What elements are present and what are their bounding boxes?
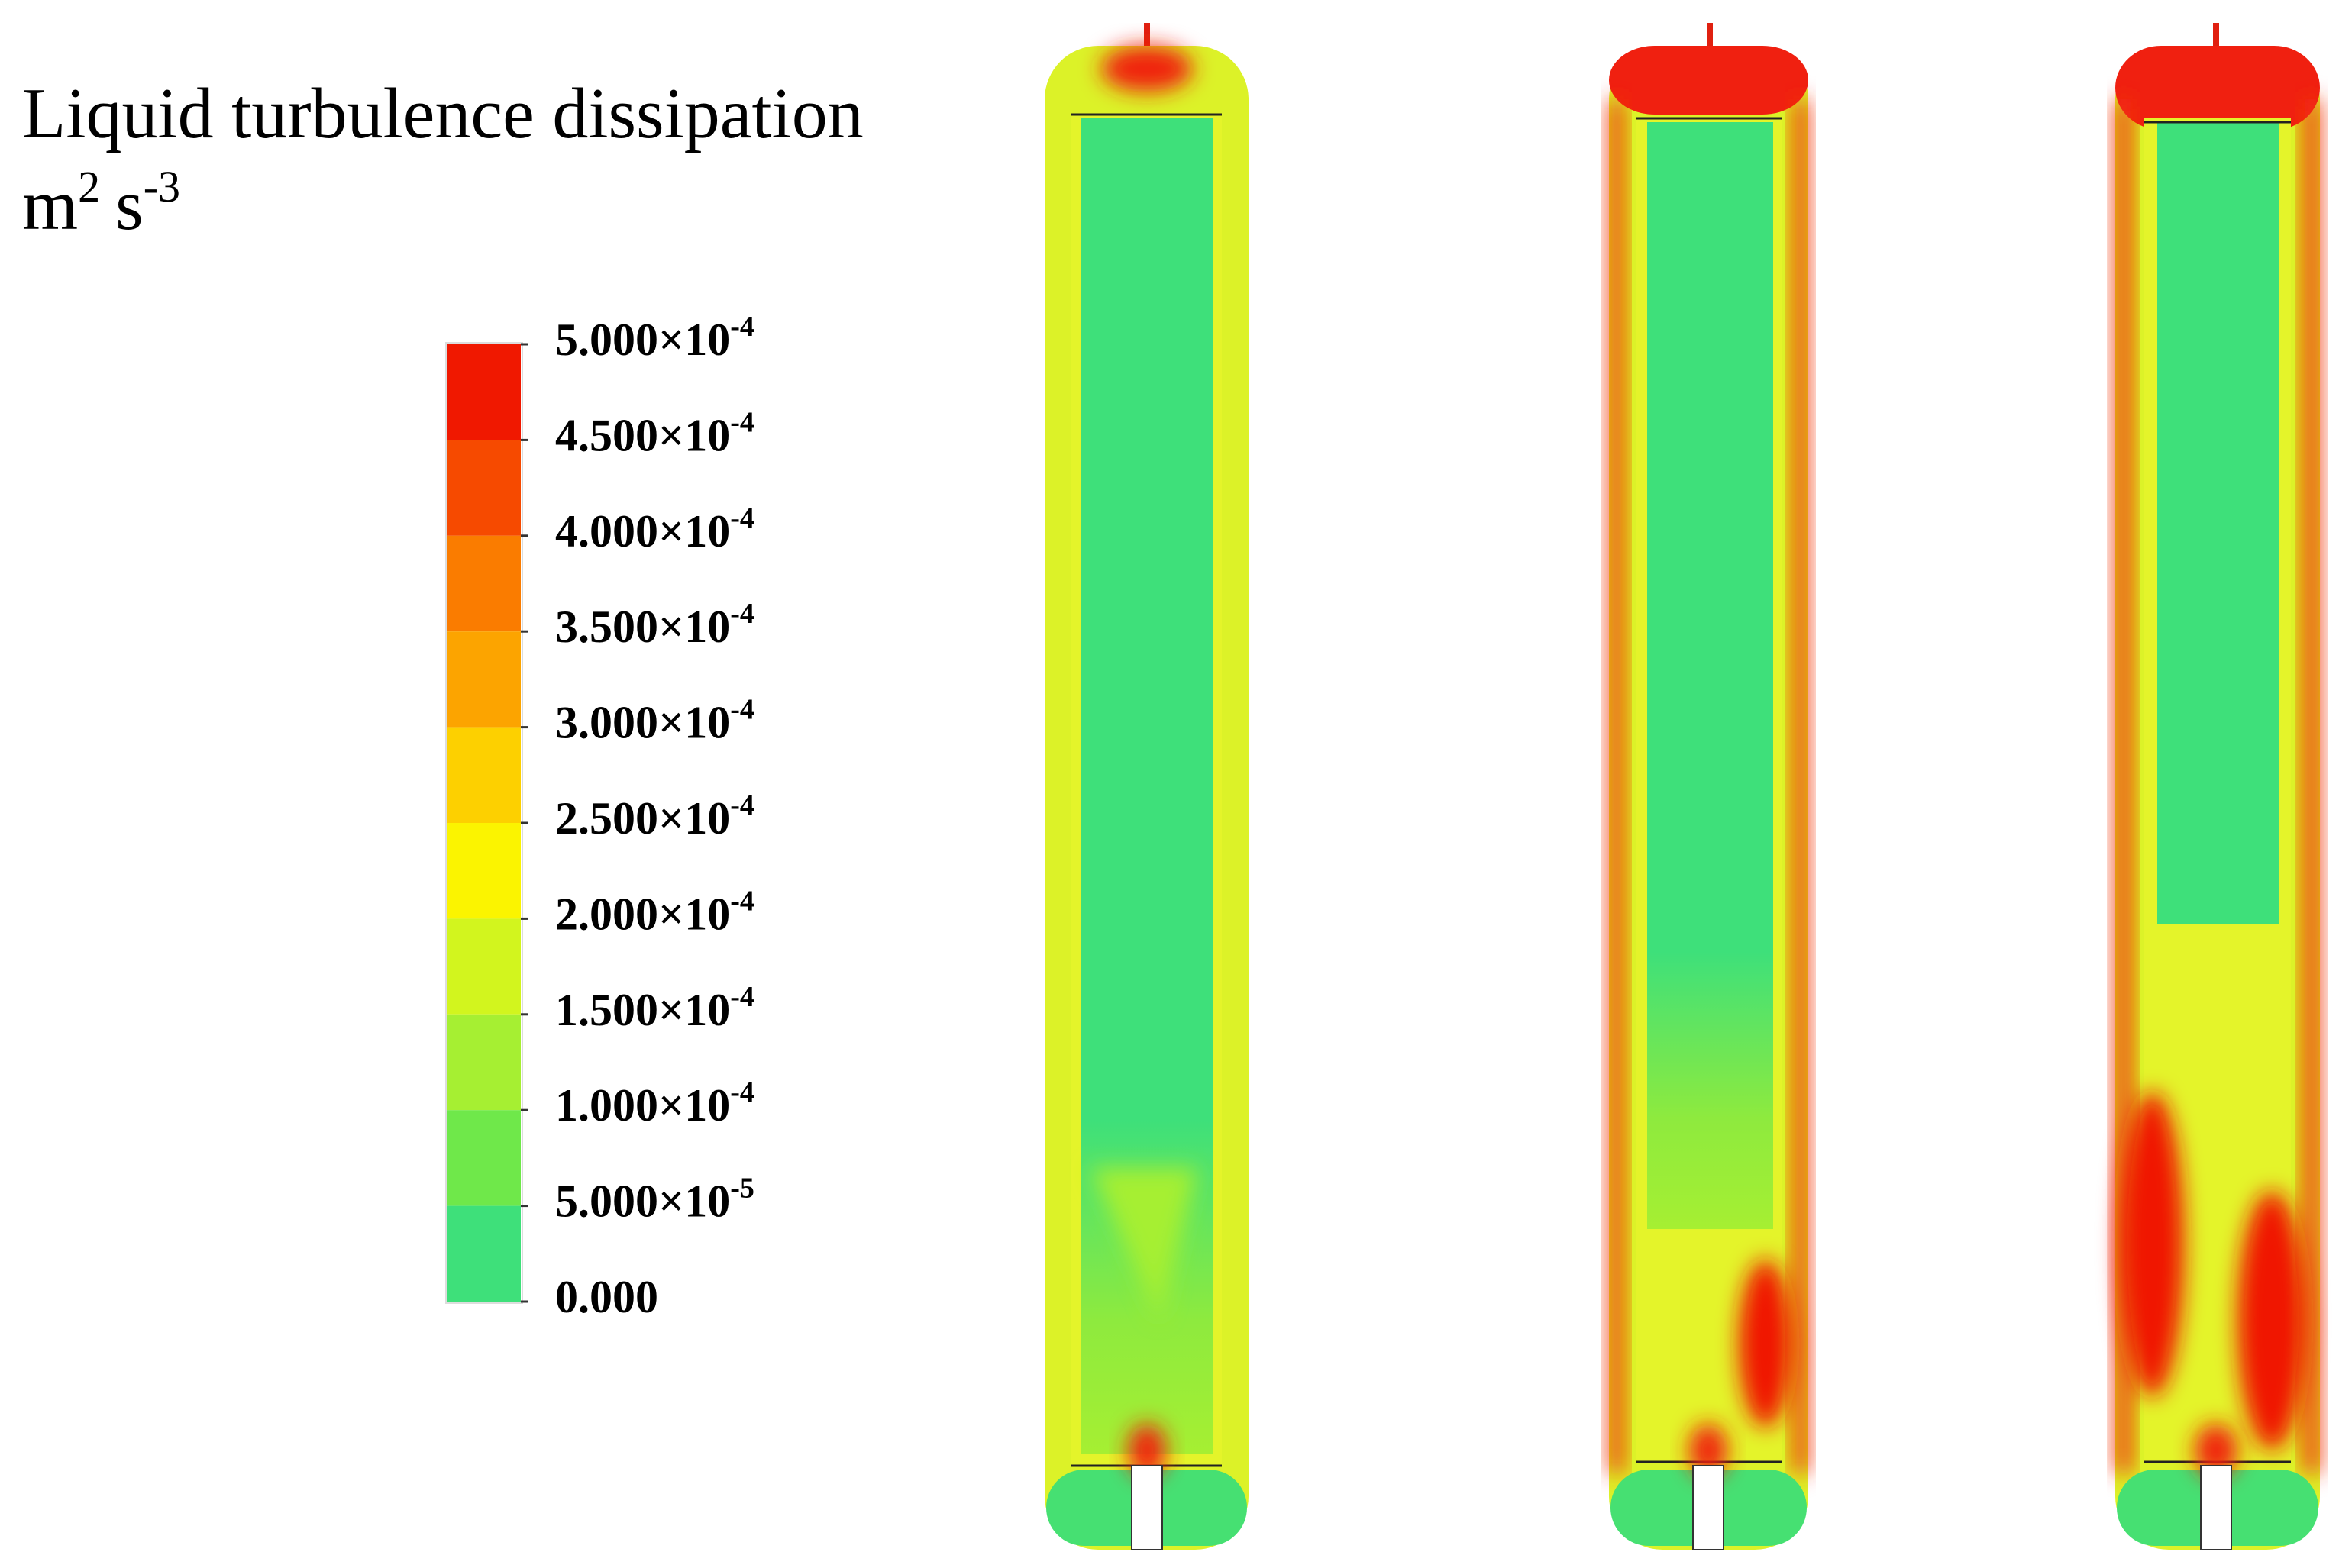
colorbar-band (447, 823, 521, 919)
label-exponent: -4 (730, 789, 754, 821)
colorbar-label: 2.500×10-4 (555, 789, 754, 844)
colorbar-band (447, 631, 521, 728)
label-exponent: -4 (730, 981, 754, 1013)
contour-2 (1609, 23, 1808, 1550)
label-exponent: -4 (730, 885, 754, 917)
label-mantissa: 2.500×10 (555, 793, 730, 844)
colorbar-label: 3.500×10-4 (555, 598, 754, 652)
colorbar-label: 0.000 (555, 1272, 658, 1322)
label-mantissa: 4.000×10 (555, 506, 730, 557)
label-mantissa: 4.500×10 (555, 410, 730, 460)
contour-1 (1045, 23, 1249, 1550)
colorbar-label: 5.000×10-4 (555, 311, 754, 365)
unit-exponent: -3 (144, 162, 180, 211)
colorbar-band (447, 344, 521, 440)
label-mantissa: 3.000×10 (555, 697, 730, 747)
label-mantissa: 1.500×10 (555, 985, 730, 1035)
label-mantissa: 3.500×10 (555, 602, 730, 652)
label-exponent: -4 (730, 406, 754, 438)
colorbar-band (447, 918, 521, 1015)
label-mantissa: 1.000×10 (555, 1080, 730, 1131)
label-exponent: -4 (730, 693, 754, 725)
colorbar-band (447, 535, 521, 632)
title: Liquid turbulence dissipation (22, 74, 864, 153)
colorbar-label: 1.500×10-4 (555, 981, 754, 1035)
colorbar-label: 3.000×10-4 (555, 693, 754, 747)
label-mantissa: 5.000×10 (555, 1176, 730, 1226)
colorbar-label: 4.500×10-4 (555, 406, 754, 460)
colorbar-band (447, 1110, 521, 1206)
contour-3 (2115, 23, 2320, 1550)
colorbar-label: 2.000×10-4 (555, 885, 754, 939)
colorbar-band (447, 1205, 521, 1302)
label-exponent: -4 (730, 1076, 754, 1108)
colorbar-band (447, 440, 521, 536)
unit-base: s (115, 166, 144, 245)
label-mantissa: 5.000×10 (555, 315, 730, 365)
label-exponent: -4 (730, 311, 754, 343)
unit-base: m (22, 166, 78, 245)
unit-exponent: 2 (78, 162, 100, 211)
label-exponent: -4 (730, 598, 754, 630)
colorbar-band (447, 1014, 521, 1111)
unit: m2 s-3 (22, 162, 180, 245)
label-mantissa: 2.000×10 (555, 889, 730, 939)
colorbar: 5.000×10-44.500×10-44.000×10-43.500×10-4… (445, 311, 754, 1322)
label-exponent: -5 (730, 1172, 754, 1204)
label-exponent: -4 (730, 502, 754, 534)
colorbar-label: 1.000×10-4 (555, 1076, 754, 1131)
colorbar-band (447, 727, 521, 823)
colorbar-label: 4.000×10-4 (555, 502, 754, 557)
colorbar-label: 5.000×10-5 (555, 1172, 754, 1226)
